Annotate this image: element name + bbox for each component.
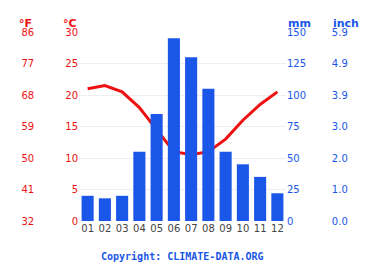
svg-text:59: 59 — [21, 121, 34, 132]
svg-text:30: 30 — [65, 27, 78, 38]
svg-text:05: 05 — [150, 223, 163, 234]
svg-text:°C: °C — [63, 17, 77, 30]
svg-text:Copyright: CLIMATE-DATA.ORG: Copyright: CLIMATE-DATA.ORG — [101, 251, 264, 262]
svg-text:11: 11 — [254, 223, 267, 234]
svg-text:100: 100 — [287, 90, 306, 101]
svg-text:32: 32 — [21, 216, 34, 227]
svg-text:1.0: 1.0 — [332, 184, 348, 195]
svg-text:°F: °F — [19, 17, 32, 30]
svg-text:68: 68 — [21, 90, 34, 101]
svg-text:75: 75 — [287, 121, 300, 132]
svg-text:02: 02 — [99, 223, 112, 234]
svg-text:10: 10 — [65, 153, 78, 164]
svg-text:0.0: 0.0 — [332, 216, 348, 227]
svg-text:08: 08 — [202, 223, 215, 234]
svg-text:15: 15 — [65, 121, 78, 132]
svg-text:inch: inch — [333, 17, 359, 30]
svg-text:77: 77 — [21, 58, 34, 69]
svg-text:12: 12 — [271, 223, 284, 234]
svg-text:5: 5 — [72, 184, 78, 195]
svg-text:4.9: 4.9 — [332, 58, 348, 69]
svg-text:86: 86 — [21, 27, 34, 38]
svg-text:07: 07 — [185, 223, 198, 234]
svg-text:125: 125 — [287, 58, 306, 69]
svg-text:41: 41 — [21, 184, 34, 195]
svg-text:5.9: 5.9 — [332, 27, 348, 38]
svg-text:0: 0 — [72, 216, 78, 227]
svg-text:mm: mm — [288, 17, 311, 30]
svg-text:2.0: 2.0 — [332, 153, 348, 164]
svg-text:25: 25 — [65, 58, 78, 69]
svg-text:10: 10 — [237, 223, 250, 234]
svg-text:150: 150 — [287, 27, 306, 38]
svg-text:0: 0 — [287, 216, 293, 227]
svg-text:50: 50 — [287, 153, 300, 164]
svg-text:03: 03 — [116, 223, 129, 234]
svg-text:09: 09 — [219, 223, 232, 234]
svg-text:06: 06 — [168, 223, 181, 234]
svg-text:20: 20 — [65, 90, 78, 101]
svg-text:3.0: 3.0 — [332, 121, 348, 132]
svg-text:04: 04 — [133, 223, 146, 234]
svg-text:01: 01 — [81, 223, 94, 234]
svg-text:25: 25 — [287, 184, 300, 195]
svg-text:3.9: 3.9 — [332, 90, 348, 101]
svg-text:50: 50 — [21, 153, 34, 164]
